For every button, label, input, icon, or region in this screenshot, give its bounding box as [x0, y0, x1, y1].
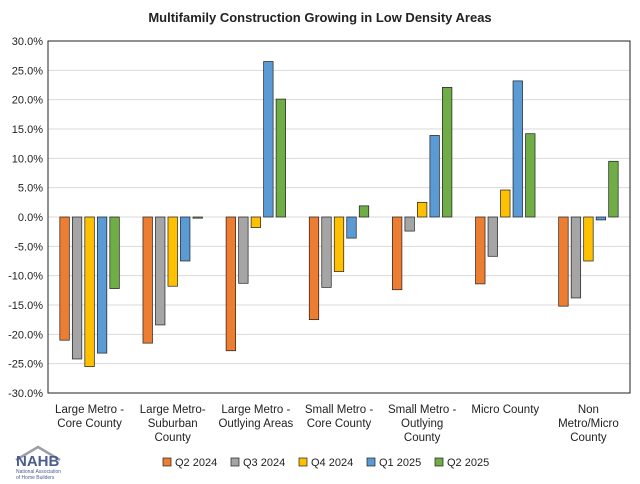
x-category-label: Large Metro -Outlying Areas — [218, 404, 293, 430]
x-category-label: Small Metro -Core County — [305, 404, 374, 430]
bar — [142, 216, 153, 344]
legend-label: Q4 2024 — [311, 457, 353, 469]
bar — [180, 216, 191, 262]
bar — [96, 216, 108, 354]
legend-label: Q2 2024 — [175, 457, 217, 469]
bar — [417, 201, 428, 218]
logo-roof-icon — [15, 445, 61, 462]
legend-swatch — [434, 457, 444, 467]
bar — [608, 160, 619, 218]
x-category-label: Non Metro/Micro County — [558, 404, 619, 444]
bar — [442, 86, 453, 218]
legend: Q2 2024 Q3 2024 Q4 2024 Q1 2025 Q2 2025 — [162, 457, 489, 469]
logo-subtitle-line-2: of Home Builders — [16, 475, 55, 481]
bar — [238, 216, 249, 284]
legend-label: Q1 2025 — [379, 457, 421, 469]
bar — [429, 135, 440, 218]
bar — [192, 216, 203, 219]
bar — [500, 189, 511, 218]
bar — [475, 216, 486, 285]
chart-title: Multifamily Construction Growing in Low … — [148, 10, 491, 25]
y-tick-label: 30.0% — [12, 36, 43, 48]
bar — [404, 216, 415, 232]
bar — [321, 216, 332, 288]
logo-text: NAHB — [16, 453, 59, 470]
y-tick-label: 5.0% — [18, 183, 43, 195]
y-tick-label: 20.0% — [12, 95, 43, 107]
y-tick-label: 15.0% — [12, 124, 43, 136]
legend-swatch — [230, 457, 240, 467]
x-category-label: Small Metro -Outlying County — [388, 404, 457, 444]
bar — [346, 216, 357, 239]
legend-swatch — [298, 457, 308, 467]
axes: -30.0% -25.0% -20.0% -15.0% -10.0% -5.0% 0.0% 5… — [8, 36, 631, 400]
y-tick-label: 0.0% — [18, 212, 43, 224]
bar — [167, 216, 178, 287]
plot-border — [47, 40, 631, 394]
legend-label: Q3 2024 — [243, 457, 285, 469]
bar — [109, 216, 120, 289]
y-tick-label: -15.0% — [8, 300, 43, 312]
bar — [84, 216, 95, 367]
x-category-label: Micro County — [471, 404, 539, 416]
bar — [487, 216, 498, 257]
bar — [155, 216, 166, 326]
bar — [71, 216, 83, 360]
y-tick-label: 25.0% — [12, 65, 43, 77]
bar — [333, 216, 345, 272]
legend-swatch — [366, 457, 376, 467]
bar — [392, 216, 403, 291]
y-tick-label: -20.0% — [8, 329, 43, 341]
logo-subtitle-line-1: National Association — [16, 469, 61, 475]
legend-label: Q2 2025 — [447, 457, 489, 469]
nahb-logo: NAHB National Association of Home Builde… — [15, 445, 61, 481]
y-tick-label: -25.0% — [8, 359, 43, 371]
bar — [275, 98, 286, 218]
bar — [308, 216, 320, 321]
bar — [570, 216, 582, 299]
legend-swatch — [162, 457, 172, 467]
bar — [225, 216, 236, 352]
bar — [512, 80, 523, 218]
bar — [595, 216, 607, 221]
y-tick-label: -5.0% — [14, 241, 43, 253]
bar — [263, 61, 274, 218]
bar — [358, 205, 370, 218]
x-category-label: Large Metro-Suburban County — [140, 404, 206, 444]
bars — [59, 61, 619, 367]
bar — [558, 216, 569, 307]
bar — [59, 216, 70, 341]
bar — [525, 133, 536, 218]
y-tick-label: -10.0% — [8, 271, 43, 283]
category-labels: Large Metro -Core County Large Metro-Subu… — [55, 404, 619, 444]
x-category-label: Large Metro -Core County — [55, 404, 124, 430]
y-tick-label: -30.0% — [8, 388, 43, 400]
bar — [250, 216, 261, 228]
y-tick-label: 10.0% — [12, 153, 43, 165]
bar — [583, 216, 594, 262]
